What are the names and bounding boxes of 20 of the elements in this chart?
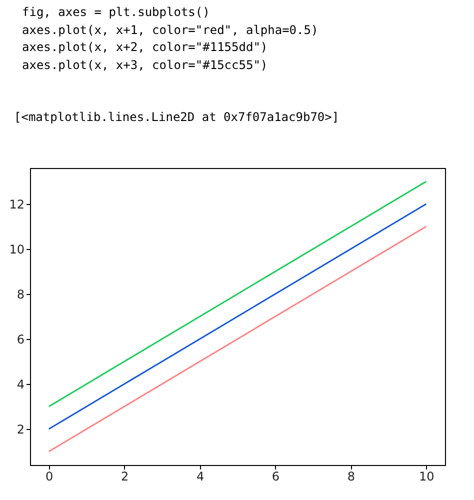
line-series: [48, 226, 427, 452]
y-tick-label: 2: [16, 422, 24, 436]
y-tick-label: 10: [9, 242, 24, 256]
x-tick-label: 6: [272, 470, 280, 484]
text: fig, axes = plt.subplots(): [22, 4, 211, 21]
line-series: [48, 180, 427, 408]
y-tick-label: 8: [16, 288, 24, 302]
x-tick-label: 2: [121, 470, 129, 484]
text: axes.plot(x, x+1, color="red", alpha=0.5): [22, 22, 320, 38]
x-tick-label: 8: [347, 470, 355, 484]
text: [<matplotlib.lines.Line2D at 0x7f07a1ac9b70>]: [14, 110, 340, 124]
y-tick-label: 12: [9, 198, 24, 212]
line-series: [48, 203, 427, 430]
x-tick-label: 10: [418, 470, 434, 484]
y-tick-label: 4: [16, 378, 24, 392]
text: axes.plot(x, x+3, color="#15cc55"): [22, 56, 269, 74]
text: axes.plot(x, x+2, color="#1155dd"): [22, 39, 269, 56]
x-tick-label: 0: [46, 470, 54, 484]
x-tick-label: 4: [196, 470, 204, 484]
y-tick-label: 6: [16, 332, 24, 346]
